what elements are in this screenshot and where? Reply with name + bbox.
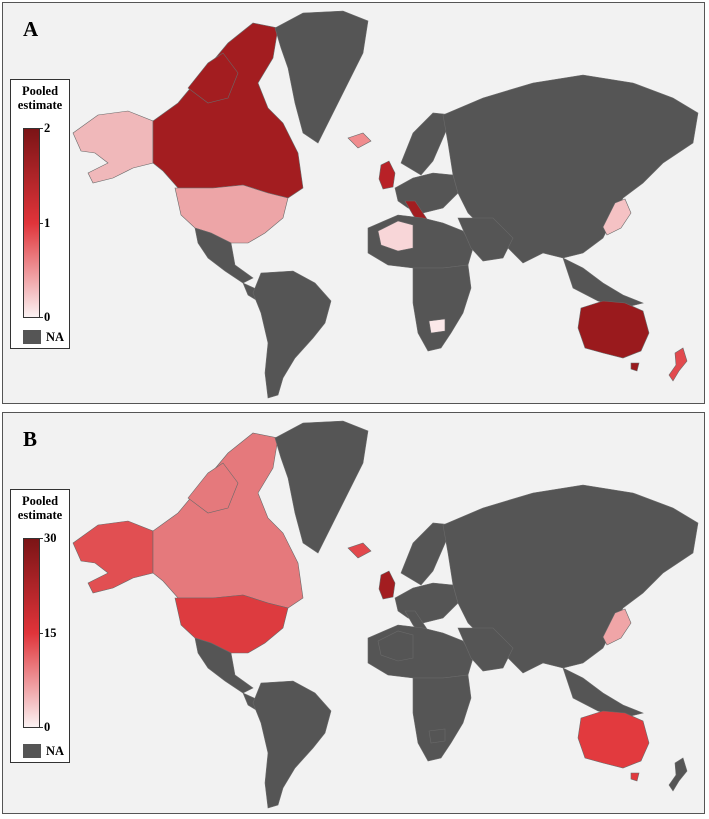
na-label: NA	[46, 744, 65, 758]
country-usa	[174, 594, 289, 654]
country-south-africa	[428, 318, 446, 334]
country-mexico	[194, 227, 254, 284]
country-algeria	[377, 220, 414, 252]
legend-tick-max: 30	[44, 531, 57, 545]
country-alaska	[72, 110, 154, 184]
country-japan	[602, 198, 632, 236]
region-middle-east	[457, 217, 514, 262]
map-panel-b: B Pooled estimate 30 15 0 NA	[2, 412, 705, 814]
legend-tick-mid: 1	[44, 216, 51, 230]
region-europe	[394, 172, 459, 214]
country-alaska	[72, 520, 154, 594]
country-greenland	[274, 420, 369, 554]
legend-tick-mid: 15	[44, 626, 57, 640]
legend-a: Pooled estimate 2 1 0 NA	[10, 79, 70, 349]
country-south-africa	[428, 728, 446, 744]
country-greenland	[274, 10, 369, 144]
region-south-america	[252, 270, 332, 399]
country-new-zealand	[668, 757, 688, 792]
panel-label-b: B	[23, 427, 38, 451]
region-south-america	[252, 680, 332, 809]
region-middle-east	[457, 627, 514, 672]
country-australia	[577, 300, 650, 359]
country-canada-islands	[187, 52, 239, 104]
country-uk	[378, 160, 396, 190]
country-canada	[152, 432, 304, 609]
country-tasmania	[630, 772, 640, 782]
region-sub-saharan-africa	[412, 264, 472, 352]
legend-tick-min: 0	[44, 720, 51, 734]
region-europe	[394, 582, 459, 624]
country-tasmania	[630, 362, 640, 372]
country-canada-islands	[187, 462, 239, 514]
country-iceland	[347, 542, 372, 559]
na-swatch	[23, 744, 41, 758]
legend-title: Pooled estimate	[17, 494, 63, 522]
na-label: NA	[46, 330, 65, 344]
region-sub-saharan-africa	[412, 674, 472, 762]
panel-label-a: A	[23, 17, 39, 41]
country-algeria	[377, 630, 414, 662]
legend-tick-min: 0	[44, 310, 51, 324]
na-swatch	[23, 330, 41, 344]
legend-tick-max: 2	[44, 121, 51, 135]
country-japan	[602, 608, 632, 646]
map-panel-a: A Pooled estimate 2 1 0 NA	[2, 2, 705, 404]
region-southeast-asia	[562, 667, 644, 719]
legend-b: Pooled estimate 30 15 0 NA	[10, 489, 70, 763]
world-map-a	[72, 10, 699, 399]
country-canada	[152, 22, 304, 199]
world-map-b	[72, 420, 699, 809]
color-scale-bar	[23, 538, 40, 728]
country-usa	[174, 184, 289, 244]
legend-title: Pooled estimate	[17, 84, 63, 112]
country-australia	[577, 710, 650, 769]
country-uk	[378, 570, 396, 600]
country-mexico	[194, 637, 254, 694]
country-new-zealand	[668, 347, 688, 382]
region-southeast-asia	[562, 257, 644, 309]
color-scale-bar	[23, 128, 40, 318]
country-iceland	[347, 132, 372, 149]
